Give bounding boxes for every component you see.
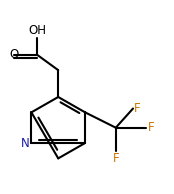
Text: O: O	[10, 48, 19, 61]
Text: OH: OH	[28, 24, 46, 37]
Text: F: F	[147, 121, 154, 134]
Text: F: F	[134, 102, 141, 115]
Text: N: N	[21, 137, 29, 150]
Text: F: F	[112, 152, 119, 165]
